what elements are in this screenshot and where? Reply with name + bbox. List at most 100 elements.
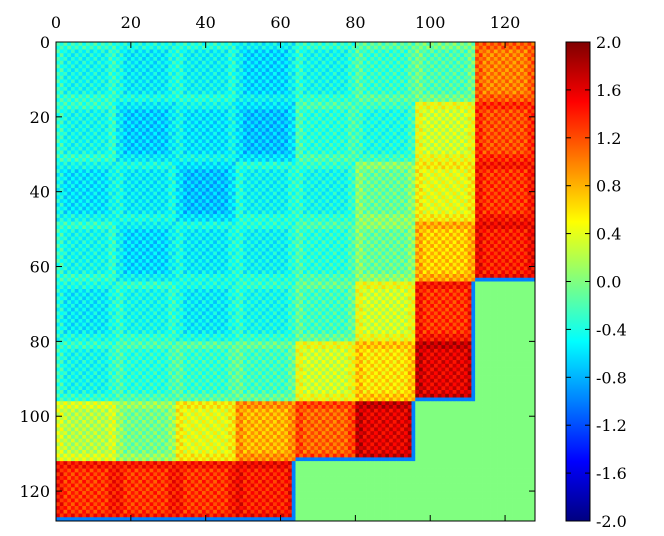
heatmap-cell: [228, 158, 233, 163]
heatmap-cell: [471, 94, 476, 99]
heatmap-cell: [160, 105, 165, 110]
heatmap-cell: [516, 64, 521, 69]
heatmap-cell: [415, 146, 420, 151]
heatmap-cell: [59, 135, 64, 140]
heatmap-cell: [235, 86, 240, 91]
heatmap-cell: [441, 150, 446, 155]
heatmap-cell: [149, 139, 154, 144]
heatmap-cell: [317, 71, 323, 77]
heatmap-cell: [508, 109, 513, 114]
heatmap-cell: [70, 150, 76, 155]
heatmap-cell: [426, 184, 431, 189]
heatmap-cell: [332, 83, 338, 88]
heatmap-cell: [531, 53, 536, 58]
heatmap-cell: [153, 131, 158, 136]
heatmap-cell: [142, 184, 147, 189]
heatmap-cell: [250, 60, 255, 65]
heatmap-cell: [168, 98, 173, 103]
heatmap-cell: [209, 131, 214, 136]
heatmap-cell: [325, 172, 330, 178]
heatmap-cell: [231, 79, 236, 84]
heatmap-cell: [332, 42, 338, 47]
heatmap-cell: [370, 98, 375, 103]
heatmap-cell: [475, 86, 480, 91]
heatmap-cell: [471, 68, 476, 73]
heatmap-cell: [235, 101, 240, 106]
heatmap-cell: [374, 131, 379, 136]
heatmap-cell: [280, 150, 285, 155]
heatmap-cell: [216, 180, 222, 185]
heatmap-cell: [74, 79, 79, 84]
heatmap-cell: [78, 150, 83, 155]
heatmap-cell: [138, 90, 143, 95]
heatmap-cell: [183, 128, 188, 133]
heatmap-cell: [411, 176, 416, 181]
heatmap-cell: [258, 150, 263, 155]
heatmap-cell: [243, 143, 248, 148]
heatmap-cell: [108, 150, 113, 155]
heatmap-cell: [254, 113, 259, 118]
heatmap-cell: [112, 83, 117, 88]
heatmap-cell: [441, 71, 446, 77]
heatmap-cell: [190, 109, 195, 114]
heatmap-cell: [418, 56, 424, 62]
heatmap-cell: [418, 161, 424, 166]
heatmap-cell: [288, 169, 293, 174]
heatmap-cell: [254, 71, 259, 77]
heatmap-cell: [463, 90, 468, 95]
heatmap-cell: [512, 94, 517, 99]
heatmap-cell: [115, 139, 120, 144]
heatmap-cell: [205, 105, 210, 110]
heatmap-cell: [183, 139, 188, 144]
heatmap-cell: [336, 131, 341, 136]
heatmap-cell: [56, 135, 61, 140]
heatmap-cell: [70, 109, 76, 114]
heatmap-cell: [512, 124, 517, 129]
heatmap-cell: [490, 79, 495, 84]
heatmap-cell: [284, 158, 289, 163]
heatmap-cell: [351, 109, 356, 114]
heatmap-cell: [460, 169, 465, 174]
heatmap-cell: [332, 146, 338, 151]
heatmap-cell: [400, 45, 405, 50]
heatmap-cell: [201, 180, 207, 185]
heatmap-cell: [243, 101, 248, 106]
heatmap-cell: [347, 169, 352, 174]
heatmap-cell: [291, 176, 296, 181]
heatmap-cell: [142, 64, 147, 69]
heatmap-cell: [497, 101, 502, 106]
heatmap-cell: [482, 49, 487, 54]
heatmap-cell: [475, 109, 480, 114]
heatmap-cell: [355, 169, 360, 174]
heatmap-cell: [273, 154, 278, 159]
heatmap-cell: [422, 42, 427, 47]
heatmap-cell: [370, 71, 375, 77]
heatmap-cell: [493, 150, 498, 155]
heatmap-cell: [228, 105, 233, 110]
heatmap-cell: [250, 79, 255, 84]
heatmap-cell: [411, 143, 416, 148]
heatmap-cell: [486, 79, 491, 84]
heatmap-cell: [377, 150, 382, 155]
heatmap-cell: [288, 124, 293, 129]
heatmap-cell: [445, 45, 450, 50]
heatmap-cell: [213, 143, 218, 148]
heatmap-cell: [198, 184, 203, 189]
heatmap-cell: [445, 79, 450, 84]
heatmap-cell: [201, 79, 207, 84]
heatmap-cell: [486, 101, 491, 106]
heatmap-cell: [475, 113, 480, 118]
heatmap-cell: [291, 75, 296, 80]
heatmap-cell: [284, 150, 289, 155]
heatmap-cell: [418, 154, 424, 159]
heatmap-cell: [471, 135, 476, 140]
heatmap-cell: [374, 113, 379, 118]
heatmap-cell: [273, 143, 278, 148]
heatmap-cell: [396, 169, 401, 174]
heatmap-cell: [475, 68, 480, 73]
heatmap-cell: [351, 68, 356, 73]
heatmap-cell: [280, 146, 285, 151]
heatmap-cell: [411, 161, 416, 166]
heatmap-cell: [411, 139, 416, 144]
heatmap-cell: [441, 161, 446, 166]
